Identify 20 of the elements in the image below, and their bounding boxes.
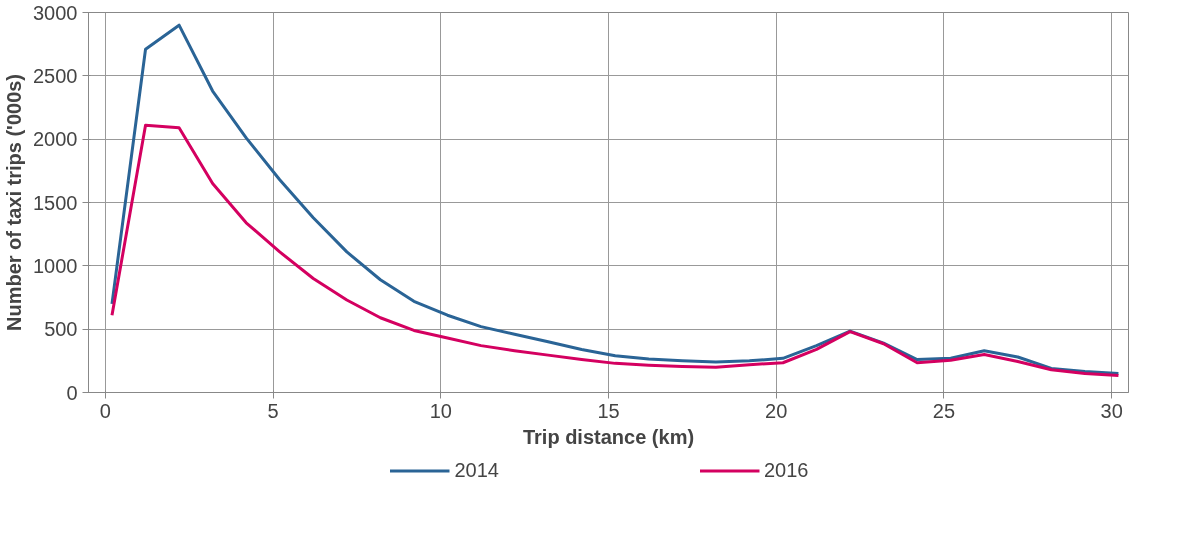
y-tick-label: 1500	[33, 191, 78, 214]
x-axis-title: Trip distance (km)	[522, 425, 695, 448]
y-tick-label: 0	[66, 381, 78, 404]
y-tick-label: 500	[44, 318, 78, 341]
x-tick-label: 10	[429, 399, 452, 422]
legend-label: 2014	[454, 458, 499, 482]
y-tick-label: 1000	[33, 254, 78, 277]
y-axis-title: Number of taxi trips ('000s)	[3, 73, 26, 332]
x-tick-label: 15	[597, 399, 620, 422]
line-series	[110, 23, 1120, 375]
y-tick-label: 3000	[33, 1, 78, 24]
y-tick-label: 2500	[33, 64, 78, 87]
x-tick-label: 30	[1100, 399, 1123, 422]
y-tick-label: 2000	[33, 128, 78, 151]
x-tick-label: 20	[765, 399, 788, 422]
x-tick-label: 5	[267, 399, 279, 422]
line-series	[110, 123, 1120, 377]
x-tick-label: 25	[932, 399, 956, 422]
legend-label: 2016	[764, 458, 809, 482]
x-tick-label: 0	[99, 399, 111, 422]
